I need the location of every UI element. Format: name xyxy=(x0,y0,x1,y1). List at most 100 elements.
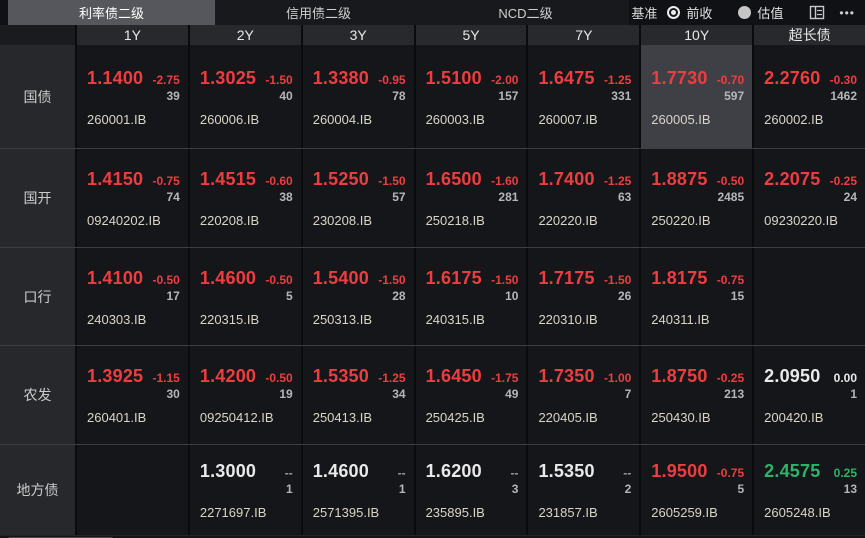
bond-cell[interactable]: 1.8875 -0.50 2485 250220.IB xyxy=(641,149,755,247)
radio-prev-close-label: 前收 xyxy=(686,6,713,21)
trade-count: 10 xyxy=(505,288,519,303)
cell-line-1: 2.2075 -0.25 xyxy=(764,169,857,190)
cell-line-1: 1.1400 -2.75 xyxy=(87,68,180,89)
bond-cell[interactable]: 1.4150 -0.75 74 09240202.IB xyxy=(77,149,190,247)
benchmark-label: 基准 xyxy=(631,6,658,21)
benchmark-options: 前收 估值 xyxy=(667,3,809,22)
row-label: 国开 xyxy=(0,149,77,247)
bond-cell[interactable]: 1.5250 -1.50 57 230208.IB xyxy=(302,149,416,247)
change-value: -0.50 xyxy=(716,174,745,188)
bond-cell[interactable]: 2.4575 0.25 13 2605248.IB xyxy=(754,445,865,535)
cell-line-1: 1.3000 -- xyxy=(200,461,293,482)
bond-code: 250220.IB xyxy=(651,213,711,228)
row-label: 口行 xyxy=(0,248,77,345)
bond-cell[interactable]: 1.3000 -- 1 2271697.IB xyxy=(189,445,303,535)
bond-cell[interactable]: 1.7175 -1.50 26 220310.IB xyxy=(528,248,642,345)
change-value: -2.75 xyxy=(152,72,180,87)
bond-code: 260004.IB xyxy=(312,111,372,127)
bond-cell[interactable]: 1.8750 -0.25 213 250430.IB xyxy=(641,346,755,444)
radio-prev-close[interactable]: 前收 xyxy=(667,3,712,22)
bond-cell[interactable]: 1.3925 -1.15 30 260401.IB xyxy=(77,346,190,444)
bond-cell[interactable]: 1.6200 -- 3 235895.IB xyxy=(415,445,529,535)
bond-cell[interactable]: 1.3025 -1.50 40 260006.IB xyxy=(189,45,303,148)
bond-cell[interactable]: 1.1400 -2.75 39 260001.IB xyxy=(77,45,190,148)
bond-cell[interactable]: 1.5100 -2.00 157 260003.IB xyxy=(415,45,529,148)
bond-cell[interactable]: 1.5350 -1.25 34 250413.IB xyxy=(302,346,416,444)
change-value: -0.60 xyxy=(265,174,293,188)
bond-cell[interactable]: 1.4200 -0.50 19 09250412.IB xyxy=(189,346,303,444)
yield-value: 1.6450 xyxy=(425,366,482,386)
change-value: -1.50 xyxy=(491,272,519,287)
yield-value: 1.7400 xyxy=(538,169,595,189)
yield-value: 2.2760 xyxy=(764,67,821,88)
grid-header-row: 1Y 2Y 3Y 5Y 7Y 10Y 超长债 xyxy=(0,25,865,45)
change-value: -- xyxy=(510,466,519,480)
bond-cell[interactable]: 1.4600 -- 1 2571395.IB xyxy=(302,445,416,535)
cell-line-1: 1.6475 -1.25 xyxy=(538,68,631,89)
bond-cell[interactable]: 1.6175 -1.50 10 240315.IB xyxy=(415,248,529,345)
bond-code: 240315.IB xyxy=(425,311,485,327)
bond-cell[interactable]: 1.7400 -1.25 63 220220.IB xyxy=(528,149,642,247)
trade-count: 24 xyxy=(843,190,858,204)
bond-cell[interactable]: 1.5350 -- 2 231857.IB xyxy=(528,445,642,535)
change-value: -0.50 xyxy=(265,272,293,287)
cell-line-1: 1.7350 -1.00 xyxy=(538,366,631,387)
bond-cell[interactable]: 1.6500 -1.60 281 250218.IB xyxy=(415,149,529,247)
bond-code: 260005.IB xyxy=(651,111,711,127)
bond-cell[interactable]: 2.2075 -0.25 24 09230220.IB xyxy=(754,149,865,247)
yield-value: 1.5350 xyxy=(312,366,369,386)
column-header-7Y: 7Y xyxy=(528,25,642,45)
cell-line-1: 2.4575 0.25 xyxy=(764,461,857,482)
trade-count: 78 xyxy=(392,88,406,103)
trade-count: 2 xyxy=(624,482,632,496)
change-value: -- xyxy=(397,466,406,480)
change-value: -1.25 xyxy=(378,371,406,385)
trade-count: 34 xyxy=(392,387,406,401)
yield-value: 1.8750 xyxy=(651,366,708,386)
yield-value: 1.3025 xyxy=(199,67,257,88)
bond-cell[interactable]: 1.9500 -0.75 5 2605259.IB xyxy=(641,445,755,535)
bond-cell[interactable]: 2.2760 -0.30 1462 260002.IB xyxy=(754,45,865,148)
change-value: -1.25 xyxy=(603,72,632,87)
cell-line-1: 1.6200 -- xyxy=(426,461,519,482)
tab-ncd-secondary[interactable]: NCD二级 xyxy=(422,0,629,25)
cell-line-1: 1.5350 -- xyxy=(538,461,631,482)
trade-count: 213 xyxy=(724,387,745,401)
yield-value: 1.3925 xyxy=(87,366,144,386)
corner-cell xyxy=(0,25,77,45)
trade-count: 281 xyxy=(498,190,519,204)
bond-cell[interactable]: 1.4600 -0.50 5 220315.IB xyxy=(189,248,303,345)
bond-code: 250313.IB xyxy=(312,311,372,327)
cell-line-1: 1.4515 -0.60 xyxy=(200,169,293,190)
bond-cell[interactable]: 1.4515 -0.60 38 220208.IB xyxy=(189,149,303,247)
more-icon[interactable]: ••• xyxy=(839,5,855,20)
bond-cell[interactable]: 1.3380 -0.95 78 260004.IB xyxy=(302,45,416,148)
cell-line-1: 1.3925 -1.15 xyxy=(87,366,180,387)
bond-cell[interactable]: 1.7350 -1.00 7 220405.IB xyxy=(528,346,642,444)
bond-cell[interactable]: 1.4100 -0.50 17 240303.IB xyxy=(77,248,190,345)
radio-prev-close-circle-icon xyxy=(667,6,681,19)
layout-panel-icon[interactable] xyxy=(809,5,825,20)
bond-cell[interactable]: 1.7730 -0.70 597 260005.IB xyxy=(641,45,755,148)
trade-count: 63 xyxy=(617,190,632,204)
bond-cell[interactable]: 1.6450 -1.75 49 250425.IB xyxy=(415,346,529,444)
trade-count: 13 xyxy=(843,482,858,496)
change-value: -1.50 xyxy=(603,272,632,287)
bond-code: 220405.IB xyxy=(538,410,598,425)
cell-line-1: 1.5400 -1.50 xyxy=(313,268,406,289)
trade-count: 3 xyxy=(511,482,519,496)
cell-line-1: 1.4100 -0.50 xyxy=(87,268,180,289)
bond-cell[interactable]: 1.5400 -1.50 28 250313.IB xyxy=(302,248,416,345)
row-label: 地方债 xyxy=(0,445,77,535)
bond-row: 口行 1.4100 -0.50 17 240303.IB 1.4600 -0.50 5 2203… xyxy=(0,247,865,345)
tab-rates-secondary[interactable]: 利率债二级 xyxy=(8,0,215,25)
change-value: -2.00 xyxy=(491,72,519,87)
bond-cell[interactable]: 1.6475 -1.25 331 260007.IB xyxy=(528,45,642,148)
trade-count: 1 xyxy=(850,387,858,401)
radio-valuation[interactable]: 估值 xyxy=(738,3,783,22)
bond-cell[interactable]: 2.0950 0.00 1 200420.IB xyxy=(754,346,865,444)
tab-credit-secondary[interactable]: 信用债二级 xyxy=(215,0,422,25)
bond-cell[interactable]: 1.8175 -0.75 15 240311.IB xyxy=(641,248,755,345)
change-value: -1.15 xyxy=(152,371,180,385)
